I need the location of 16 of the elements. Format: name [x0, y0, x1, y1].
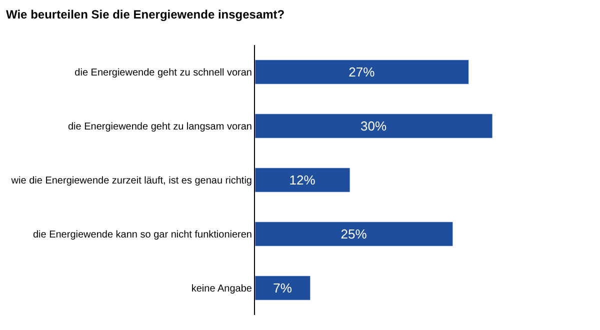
- data-label: 25%: [340, 226, 368, 242]
- y-tick-label: die Energiewende kann so gar nicht funktionieren: [32, 230, 252, 240]
- data-label: 12%: [289, 172, 316, 188]
- text: Wie beurteilen Sie die Energiewende insgesamt?: [6, 7, 285, 22]
- y-tick-label: keine Angabe: [191, 284, 252, 294]
- bar: [255, 168, 350, 192]
- data-label: 30%: [360, 118, 387, 134]
- bar: [255, 276, 311, 300]
- data-label: 7%: [273, 280, 292, 296]
- data-label: 27%: [348, 64, 376, 80]
- bar: [255, 114, 493, 138]
- bar: [255, 60, 469, 84]
- y-tick-label: wie die Energiewende zurzeit läuft, ist es genau richtig: [10, 176, 252, 186]
- bar: [255, 222, 454, 246]
- y-tick-label: die Energiewende geht zu langsam voran: [68, 122, 252, 132]
- y-tick-label: die Energiewende geht zu schnell voran: [74, 68, 252, 78]
